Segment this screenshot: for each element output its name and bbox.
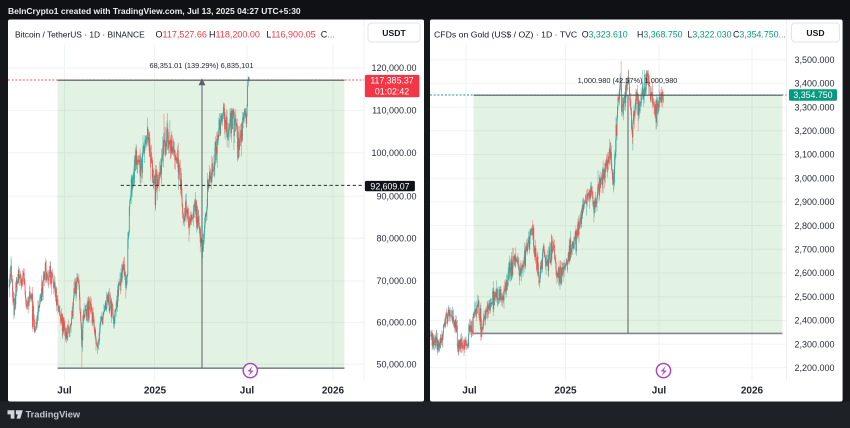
- svg-text:92,609.07: 92,609.07: [370, 181, 409, 191]
- svg-text:TradingView: TradingView: [26, 410, 81, 420]
- svg-text:CFDs on Gold (US$ / OZ) · 1D ·: CFDs on Gold (US$ / OZ) · 1D · TVC: [434, 30, 577, 40]
- svg-text:3,300.000: 3,300.000: [794, 102, 834, 112]
- svg-text:L116,900.05: L116,900.05: [266, 30, 315, 40]
- svg-text:H118,200.00: H118,200.00: [209, 30, 260, 40]
- svg-text:3,000.000: 3,000.000: [794, 173, 834, 183]
- svg-text:120,000.00: 120,000.00: [371, 63, 416, 73]
- svg-text:60,000.00: 60,000.00: [376, 318, 416, 328]
- svg-text:2026: 2026: [741, 386, 764, 397]
- svg-text:USD: USD: [806, 28, 824, 38]
- svg-text:H3,368.750: H3,368.750: [637, 30, 683, 40]
- svg-text:80,000.00: 80,000.00: [376, 233, 416, 243]
- svg-text:2026: 2026: [322, 386, 345, 397]
- svg-text:2,800.000: 2,800.000: [794, 221, 834, 231]
- svg-text:L3,322.030: L3,322.030: [688, 30, 732, 40]
- svg-text:110,000.00: 110,000.00: [372, 106, 416, 116]
- svg-text:3,200.000: 3,200.000: [794, 126, 834, 136]
- svg-text:O3,323.610: O3,323.610: [582, 30, 628, 40]
- svg-text:3,100.000: 3,100.000: [794, 150, 834, 160]
- svg-text:100,000.00: 100,000.00: [371, 148, 416, 158]
- svg-text:C3,354.750...: C3,354.750...: [733, 30, 786, 40]
- svg-text:01:02:42: 01:02:42: [375, 86, 409, 96]
- svg-text:2,700.000: 2,700.000: [794, 245, 834, 255]
- svg-text:USDT: USDT: [382, 28, 406, 38]
- svg-text:3,500.000: 3,500.000: [794, 55, 834, 65]
- svg-text:2,200.000: 2,200.000: [794, 363, 834, 373]
- svg-text:2025: 2025: [144, 386, 167, 397]
- svg-text:Jul: Jul: [652, 386, 667, 397]
- svg-text:3,400.000: 3,400.000: [794, 79, 834, 89]
- svg-text:Jul: Jul: [462, 386, 477, 397]
- svg-text:C...: C...: [321, 30, 335, 40]
- svg-text:2025: 2025: [554, 386, 577, 397]
- svg-text:1,000.980 (42.57%) 1,000,980: 1,000.980 (42.57%) 1,000,980: [578, 76, 678, 85]
- svg-text:Jul: Jul: [57, 386, 72, 397]
- svg-text:Bitcoin / TetherUS · 1D · BINA: Bitcoin / TetherUS · 1D · BINANCE: [15, 30, 145, 40]
- svg-text:2,300.000: 2,300.000: [794, 339, 834, 349]
- svg-text:2,500.000: 2,500.000: [794, 292, 834, 302]
- svg-text:68,351.01 (139.29%) 6,835,101: 68,351.01 (139.29%) 6,835,101: [150, 61, 254, 70]
- svg-text:BeInCrypto1 created with Tradi: BeInCrypto1 created with TradingView.com…: [8, 6, 301, 16]
- svg-text:2,400.000: 2,400.000: [794, 316, 834, 326]
- svg-text:2,900.000: 2,900.000: [794, 197, 834, 207]
- svg-text:70,000.00: 70,000.00: [376, 276, 416, 286]
- svg-text:3,354.750: 3,354.750: [793, 90, 832, 100]
- svg-text:O117,527.66: O117,527.66: [156, 30, 207, 40]
- svg-text:2,600.000: 2,600.000: [794, 268, 834, 278]
- svg-text:50,000.00: 50,000.00: [376, 360, 416, 370]
- svg-text:Jul: Jul: [240, 386, 255, 397]
- svg-text:117,385.37: 117,385.37: [370, 76, 413, 86]
- svg-text:90,000.00: 90,000.00: [376, 192, 416, 202]
